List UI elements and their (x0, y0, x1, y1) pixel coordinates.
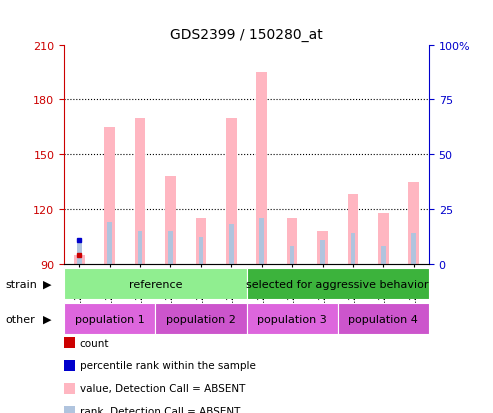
Bar (64, 268, 246, 299)
Text: strain: strain (5, 279, 37, 289)
Bar (381, 246, 386, 264)
Bar (338, 304, 429, 335)
Bar (155, 304, 246, 335)
Text: rank, Detection Call = ABSENT: rank, Detection Call = ABSENT (80, 406, 240, 413)
Bar (135, 119, 145, 264)
Text: population 2: population 2 (166, 314, 236, 324)
Bar (226, 119, 237, 264)
Bar (74, 255, 85, 264)
Text: other: other (5, 314, 35, 324)
Bar (351, 233, 355, 264)
Bar (320, 241, 325, 264)
Text: reference: reference (129, 279, 182, 289)
Bar (77, 241, 82, 264)
Bar (378, 213, 388, 264)
Bar (229, 224, 234, 264)
Title: GDS2399 / 150280_at: GDS2399 / 150280_at (170, 28, 323, 42)
Text: population 4: population 4 (349, 314, 418, 324)
Bar (408, 182, 419, 264)
Text: population 3: population 3 (257, 314, 327, 324)
Bar (348, 195, 358, 264)
Bar (64, 304, 155, 335)
Bar (105, 128, 115, 264)
Text: value, Detection Call = ABSENT: value, Detection Call = ABSENT (80, 383, 245, 393)
Bar (168, 231, 173, 264)
Bar (411, 233, 416, 264)
Bar (196, 219, 206, 264)
Text: count: count (80, 338, 109, 348)
Bar (256, 73, 267, 264)
Bar (107, 222, 112, 264)
Bar (165, 177, 176, 264)
Bar (138, 231, 142, 264)
Bar (259, 219, 264, 264)
Text: ▶: ▶ (43, 314, 52, 324)
Text: ▶: ▶ (43, 279, 52, 289)
Bar (317, 231, 328, 264)
Text: selected for aggressive behavior: selected for aggressive behavior (246, 279, 429, 289)
Text: percentile rank within the sample: percentile rank within the sample (80, 361, 256, 370)
Bar (199, 237, 203, 264)
Bar (246, 304, 338, 335)
Bar (246, 268, 429, 299)
Text: population 1: population 1 (75, 314, 144, 324)
Bar (287, 219, 297, 264)
Bar (290, 246, 294, 264)
